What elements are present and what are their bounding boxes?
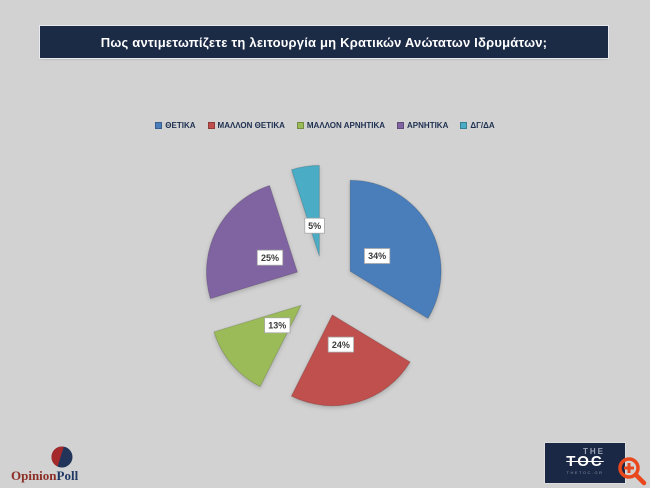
opinionpoll-word-opinion: Opinion xyxy=(11,468,57,483)
chart-legend: ΘΕΤΙΚΑ ΜΑΛΛΟΝ ΘΕΤΙΚΑ ΜΑΛΛΟΝ ΑΡΝΗΤΙΚΑ ΑΡΝΗΤΙ… xyxy=(0,121,650,130)
pie-slice-5 xyxy=(290,164,320,257)
opinionpoll-wordmark: OpinionPoll xyxy=(11,469,78,482)
legend-item-4: ΑΡΝΗΤΙΚΑ xyxy=(397,121,448,130)
legend-item-5: ΔΓ/ΔΑ xyxy=(460,121,495,130)
pie-label-box xyxy=(363,248,391,264)
pie-slice-1 xyxy=(349,179,442,320)
legend-label: ΘΕΤΙΚΑ xyxy=(165,121,196,130)
thetoc-line-the: THE xyxy=(583,447,605,456)
opinionpoll-mark-red xyxy=(51,446,64,467)
pie-slice-4 xyxy=(205,184,299,300)
legend-label: ΜΑΛΛΟΝ ΘΕΤΙΚΑ xyxy=(217,121,285,130)
zoom-icon[interactable] xyxy=(616,454,649,488)
legend-swatch xyxy=(460,122,468,129)
pie-label-box xyxy=(264,317,291,334)
legend-swatch xyxy=(397,122,405,129)
pie-label-box xyxy=(304,217,325,234)
opinionpoll-logo-mark xyxy=(51,446,73,468)
legend-item-2: ΜΑΛΛΟΝ ΘΕΤΙΚΑ xyxy=(207,121,285,130)
pie-label: 24% xyxy=(332,340,350,350)
pie-label-box xyxy=(256,249,284,266)
legend-swatch xyxy=(296,122,304,129)
opinionpoll-word-poll: Poll xyxy=(56,468,79,483)
thetoc-logo: THE TOC THETOC.GR xyxy=(545,443,625,483)
thetoc-tagline: THETOC.GR xyxy=(566,470,604,475)
legend-label: ΑΡΝΗΤΙΚΑ xyxy=(407,121,449,130)
pie-label: 13% xyxy=(268,321,286,331)
page-title: Πως αντιμετωπίζετε τη λειτουργία μη Κρατ… xyxy=(100,34,548,50)
legend-label: ΔΓ/ΔΑ xyxy=(470,121,495,130)
legend-label: ΜΑΛΛΟΝ ΑΡΝΗΤΙΚΑ xyxy=(306,121,386,130)
legend-swatch xyxy=(207,122,215,129)
pie-label: 25% xyxy=(261,253,279,263)
legend-swatch xyxy=(155,122,163,129)
title-bar: Πως αντιμετωπίζετε τη λειτουργία μη Κρατ… xyxy=(40,26,608,58)
thetoc-line-toc: TOC xyxy=(566,453,604,470)
legend-item-1: ΘΕΤΙΚΑ xyxy=(155,121,196,130)
pie-label: 34% xyxy=(368,251,386,261)
legend-item-3: ΜΑΛΛΟΝ ΑΡΝΗΤΙΚΑ xyxy=(296,121,386,130)
pie-label: 5% xyxy=(308,221,321,231)
pie-slice-2 xyxy=(290,314,411,407)
pie-label-box xyxy=(327,336,355,353)
opinionpoll-logo: OpinionPoll xyxy=(11,446,78,482)
